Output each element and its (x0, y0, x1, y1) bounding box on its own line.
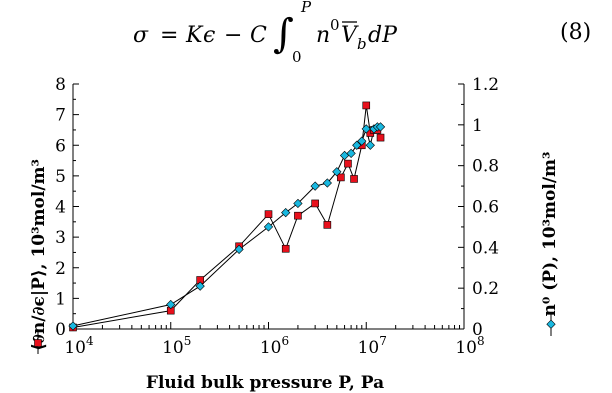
square-marker (323, 221, 332, 229)
eq-lower-limit: 0 (292, 48, 302, 66)
diamond-marker (332, 167, 342, 177)
diamond-marker (166, 299, 176, 310)
diamond-marker (357, 136, 367, 146)
right-y-tick-label: 0.6 (472, 198, 499, 218)
left-y-tick-label: 8 (55, 75, 66, 95)
x-tick-label: 104 (64, 334, 94, 358)
left-y-tick-label: 1 (55, 289, 66, 309)
x-axis-ticks: 104 105 106 107 108 (64, 322, 485, 358)
left-y-tick-label: 6 (55, 136, 66, 156)
eq-equals: = (160, 23, 178, 48)
square-marker (311, 199, 319, 208)
left-y-tick-label: 7 (55, 106, 66, 126)
square-marker (281, 244, 290, 253)
eq-v: V (341, 23, 359, 48)
x-axis-label: Fluid bulk pressure P, Pa (146, 373, 384, 393)
eq-v-subscript: b (357, 35, 367, 53)
eq-minus: − (224, 23, 242, 48)
left-y-axis-ticks: 0 1 2 3 4 5 6 7 8 (55, 75, 79, 340)
square-marker (264, 210, 273, 218)
equation-8: σ = K ϵ − C ∫ P 0 n 0 V b dP (133, 0, 398, 66)
x-tick-label: 107 (358, 334, 387, 358)
right-legend-diamond-key (546, 319, 556, 329)
square-marker (344, 159, 352, 168)
square-marker (337, 173, 345, 182)
series-lines (72, 105, 381, 328)
diamond-marker (234, 244, 244, 254)
eq-integral: ∫ (273, 11, 294, 57)
diamond-marker (361, 124, 371, 134)
eq-c: C (250, 23, 267, 48)
diamond-marker (263, 222, 274, 232)
left-y-tick-label: 5 (55, 167, 66, 187)
left-y-tick-label: 0 (55, 320, 66, 340)
eq-epsilon: ϵ (203, 23, 215, 48)
diamond-marker (195, 281, 205, 291)
axes-frame (72, 84, 465, 330)
square-marker (362, 101, 371, 110)
right-y-tick-label: 1.2 (472, 75, 499, 95)
square-marker (376, 133, 385, 142)
pressure-chart: 104 105 106 107 108 0 1 2 3 4 5 6 7 8 0 0.2 0.4 0.6 0.8 1… (29, 75, 560, 393)
diamond-marker (310, 181, 320, 191)
x-tick-label: 108 (455, 334, 484, 358)
eq-dp: dP (368, 23, 398, 48)
left-legend-square-key (34, 339, 42, 347)
diamond-series-line (72, 126, 381, 327)
left-y-tick-label: 3 (55, 228, 66, 248)
right-y-axis-ticks: 0 0.2 0.4 0.6 0.8 1 1.2 (458, 75, 499, 340)
diamond-marker (281, 208, 291, 218)
x-tick-label: 106 (260, 334, 289, 358)
diamond-marker (322, 178, 332, 188)
diamond-marker (346, 148, 356, 159)
diamond-marker (68, 321, 78, 331)
eq-k: K (185, 23, 204, 48)
right-y-tick-label: 0.2 (472, 279, 499, 299)
diamond-marker (293, 198, 303, 209)
left-y-tick-label: 2 (55, 259, 66, 279)
square-series-line (72, 105, 381, 328)
eq-n: n (316, 23, 330, 48)
left-y-tick-label: 4 (55, 198, 66, 218)
right-y-tick-label: 0 (472, 320, 483, 340)
diamond-marker (375, 122, 386, 132)
diamond-marker (352, 140, 362, 150)
diamond-marker (365, 140, 375, 150)
square-marker (294, 211, 302, 220)
square-marker (350, 175, 358, 183)
eq-n-superscript: 0 (330, 16, 340, 34)
left-y-axis-title: ⟨∂n/∂ϵ|P⟩, 10³mol/m³ (29, 159, 49, 351)
right-y-axis-label: n⁰ (P), 10³mol/m³ (540, 152, 560, 317)
equation-number: (8) (560, 20, 592, 45)
left-y-axis-label: ⟨∂n/∂ϵ|P⟩, 10³mol/m³ (29, 159, 49, 351)
eq-sigma: σ (133, 23, 149, 48)
x-tick-label: 105 (162, 334, 191, 358)
right-y-axis-title: n⁰ (P), 10³mol/m³ (540, 152, 560, 317)
right-y-tick-label: 0.8 (472, 157, 499, 177)
eq-upper-limit: P (300, 0, 312, 16)
right-y-tick-label: 0.4 (472, 238, 499, 258)
right-y-tick-label: 1 (472, 116, 483, 136)
series-markers (68, 101, 386, 332)
